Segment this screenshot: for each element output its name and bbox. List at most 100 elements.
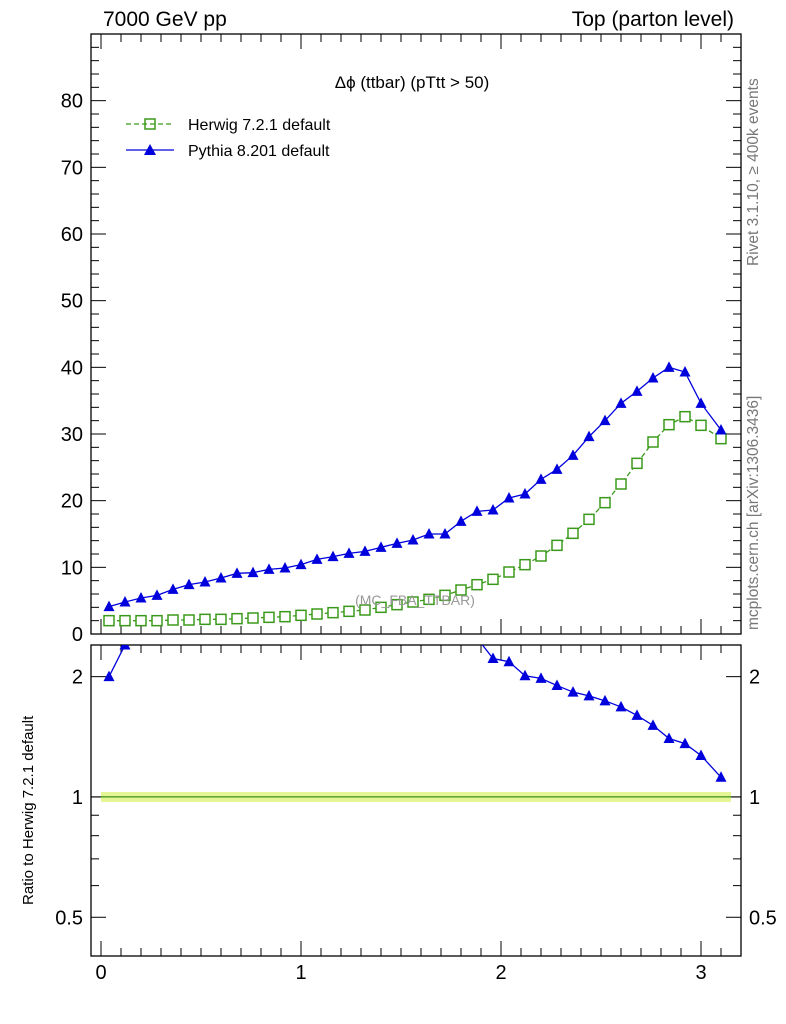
pythia-ratio-point <box>503 655 515 667</box>
ratio-y-tick-label-right: 2 <box>749 667 760 689</box>
herwig-point <box>247 612 259 624</box>
pythia-ratio-point <box>631 709 643 720</box>
ratio-series-layer <box>91 645 741 802</box>
pythia-ratio-point <box>103 670 115 682</box>
pythia-point <box>583 430 595 442</box>
herwig-point <box>295 609 307 622</box>
x-tick-label: 0 <box>95 962 106 984</box>
pythia-point <box>647 372 659 383</box>
herwig-point <box>663 418 675 431</box>
pythia-point <box>471 505 483 516</box>
herwig-point <box>471 578 483 591</box>
pythia-point <box>487 504 499 515</box>
pythia-point <box>327 550 339 562</box>
legend-label-pythia: Pythia 8.201 default <box>188 143 330 160</box>
herwig-point <box>311 608 323 620</box>
pythia-point <box>615 397 627 408</box>
pythia-point <box>167 583 179 594</box>
pythia-point <box>439 528 451 539</box>
pythia-point <box>183 578 195 590</box>
x-tick-label: 2 <box>495 962 506 984</box>
pythia-point <box>423 528 435 539</box>
pythia-point <box>151 589 163 600</box>
pythia-point <box>391 537 403 548</box>
pythia-point <box>247 566 259 578</box>
pythia-ratio-point <box>535 672 547 683</box>
pythia-point <box>103 600 115 612</box>
herwig-point <box>519 558 531 571</box>
pythia-point <box>663 361 675 372</box>
herwig-point <box>487 573 499 586</box>
main-y-tick-label: 40 <box>61 357 83 379</box>
main-y-tick-label: 80 <box>61 91 83 113</box>
herwig-point <box>183 614 195 626</box>
herwig-point <box>359 604 371 616</box>
herwig-point <box>103 614 115 627</box>
pythia-point <box>503 492 515 503</box>
pythia-ratio-line-a <box>108 645 126 677</box>
pythia-ratio-point <box>487 652 499 664</box>
herwig-point <box>119 614 131 627</box>
header-right-label: Top (parton level) <box>571 8 734 31</box>
pythia-point <box>519 488 531 499</box>
pythia-line <box>108 366 722 608</box>
pythia-point <box>551 463 563 474</box>
pythia-ratio-point <box>519 669 531 681</box>
legend-marker-herwig <box>144 118 156 130</box>
ratio-y-tick-label-left: 1 <box>72 787 83 809</box>
x-tick-label: 1 <box>295 962 306 984</box>
herwig-point <box>343 605 355 618</box>
ratio-y-tick-label-right: 1 <box>749 787 760 809</box>
herwig-point <box>715 432 727 445</box>
main-y-tick-label: 30 <box>61 424 83 446</box>
pythia-point <box>231 567 243 578</box>
pythia-point <box>407 534 419 545</box>
main-y-tick-label: 70 <box>61 157 83 179</box>
pythia-point <box>375 541 387 552</box>
pythia-point <box>359 545 371 556</box>
herwig-point <box>135 614 147 627</box>
herwig-point <box>599 496 611 509</box>
pythia-ratio-point <box>663 732 675 744</box>
pythia-point <box>715 424 727 435</box>
pythia-ratio-point <box>679 737 691 749</box>
ratio-y-tick-label-left: 0.5 <box>55 907 83 929</box>
herwig-point <box>439 589 451 602</box>
pythia-ratio-point <box>551 679 563 691</box>
pythia-point <box>119 596 131 607</box>
herwig-point <box>263 611 275 624</box>
herwig-point <box>423 593 435 606</box>
herwig-point <box>407 596 419 608</box>
herwig-point <box>679 410 691 423</box>
pythia-point <box>695 397 707 408</box>
analysis-watermark: (MC_FBA_TTBAR) <box>355 592 475 608</box>
ratio-y-tick-label-left: 2 <box>72 667 83 689</box>
pythia-ratio-line-b <box>481 645 722 778</box>
pythia-point <box>567 449 579 460</box>
legend-entry-herwig: Herwig 7.2.1 default <box>126 117 331 134</box>
herwig-point <box>567 527 579 540</box>
pythia-ratio-point <box>695 749 707 760</box>
x-tick-label: 3 <box>695 962 706 984</box>
pythia-ratio-point <box>715 771 727 782</box>
herwig-point <box>199 613 211 626</box>
pythia-point <box>279 562 291 573</box>
herwig-point <box>231 612 243 625</box>
herwig-point <box>215 613 227 626</box>
pythia-ratio-point <box>119 645 131 650</box>
ratio-plot-frame <box>90 644 742 957</box>
herwig-line <box>109 415 722 622</box>
main-plot-border <box>90 33 742 635</box>
ratio-y-tick-label-right: 0.5 <box>749 907 777 929</box>
pythia-point <box>311 553 323 564</box>
herwig-point <box>583 513 595 526</box>
main-y-tick-label: 50 <box>61 291 83 313</box>
herwig-point <box>279 610 291 623</box>
herwig-point <box>375 601 387 614</box>
pythia-point <box>535 473 547 484</box>
pythia-point <box>599 414 611 426</box>
herwig-point <box>151 614 163 627</box>
pythia-ratio-point <box>599 694 611 706</box>
herwig-point <box>455 584 467 596</box>
herwig-point <box>391 598 403 611</box>
